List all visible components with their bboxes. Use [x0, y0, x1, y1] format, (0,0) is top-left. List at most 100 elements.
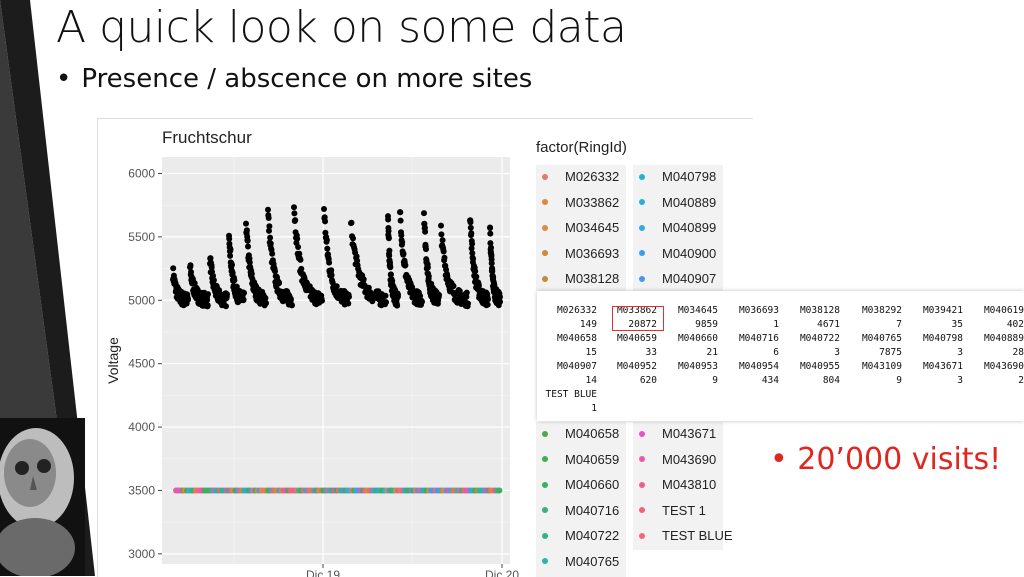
voltage-point — [348, 219, 355, 226]
console-ring-id: M040619 — [983, 305, 1024, 316]
voltage-point — [422, 228, 429, 235]
voltage-point — [294, 235, 301, 242]
console-count: 434 — [761, 375, 779, 386]
legend-item: M040660 — [542, 477, 619, 492]
voltage-point — [346, 293, 352, 300]
console-count: 804 — [822, 375, 840, 386]
voltage-point — [266, 223, 273, 230]
console-count: 9 — [712, 375, 718, 386]
legend-item: M040899 — [639, 220, 716, 235]
console-ring-id: M033862 — [616, 305, 657, 316]
voltage-point — [207, 255, 214, 262]
legend-title: factor(RingId) — [536, 139, 627, 156]
voltage-point — [243, 220, 249, 227]
legend-label: TEST BLUE — [662, 528, 733, 543]
voltage-point — [191, 280, 198, 287]
console-count: 21 — [706, 347, 718, 358]
legend-swatch — [542, 224, 548, 231]
series-voltage — [170, 204, 503, 310]
ringid-point — [496, 487, 503, 494]
console-ring-id: M040659 — [616, 333, 657, 344]
legend-item: M043690 — [639, 452, 716, 467]
voltage-point — [292, 217, 299, 224]
voltage-point — [439, 237, 446, 244]
voltage-point — [269, 250, 276, 257]
legend-swatch — [542, 430, 548, 437]
console-count: 7 — [896, 319, 902, 330]
console-count: 6 — [773, 347, 779, 358]
voltage-point — [485, 296, 491, 303]
ringid-point — [175, 487, 181, 494]
voltage-point — [227, 252, 234, 259]
legend-label: M040899 — [662, 220, 717, 235]
voltage-point — [291, 204, 297, 211]
y-tick-label: 6000 — [128, 166, 155, 180]
legend-swatch — [639, 507, 645, 513]
legend-item: M036693 — [542, 246, 619, 261]
console-ring-id: TEST BLUE — [545, 389, 597, 400]
voltage-point — [385, 216, 392, 223]
console-count: 402 — [1006, 319, 1024, 330]
console-count-row: 149 20872 9859 1 4671 7 35 402 — [537, 319, 1024, 332]
legend-label: M026332 — [565, 169, 620, 184]
voltage-point — [487, 240, 494, 247]
voltage-point — [473, 273, 480, 280]
legend-label: M033862 — [565, 194, 620, 210]
voltage-point — [231, 277, 238, 284]
bullet-dot: • — [56, 64, 72, 94]
legend-item: M033862 — [542, 195, 619, 210]
y-tick-label: 3500 — [128, 483, 155, 497]
voltage-point — [248, 270, 255, 277]
voltage-point — [469, 250, 476, 257]
bullet-text: Presence / abscence on more sites — [81, 64, 533, 94]
voltage-point — [386, 252, 393, 259]
voltage-point — [488, 244, 494, 251]
console-ring-id: M043109 — [861, 361, 902, 372]
legend-item: M040659 — [542, 452, 619, 467]
voltage-point — [265, 215, 272, 221]
console-count: 28 — [1012, 347, 1024, 358]
legend-swatch — [542, 532, 548, 539]
voltage-point — [185, 296, 191, 303]
legend-item: M040658 — [542, 426, 619, 441]
console-ring-id: M043690 — [983, 361, 1024, 372]
voltage-point — [243, 227, 250, 234]
voltage-point — [419, 298, 425, 305]
legend-label: M040889 — [662, 194, 717, 210]
voltage-point — [475, 282, 482, 289]
console-count: 149 — [579, 319, 597, 330]
voltage-point — [205, 291, 211, 298]
voltage-point — [262, 295, 269, 302]
console-count: 7875 — [879, 347, 902, 358]
voltage-point — [399, 239, 406, 246]
legend-swatch — [639, 532, 645, 539]
voltage-point — [469, 240, 476, 247]
visits-callout: • 20’000 visits! — [770, 442, 1002, 477]
voltage-point — [321, 206, 327, 212]
voltage-point — [383, 299, 389, 306]
legend-item: M040907 — [639, 271, 716, 286]
slide-title: A quick look on some data — [56, 2, 627, 53]
x-tick-label: Dic 19 — [306, 568, 340, 577]
voltage-point — [245, 243, 251, 250]
voltage-point — [382, 292, 389, 299]
legend-item: M040716 — [542, 503, 619, 518]
legend-swatch — [542, 173, 548, 180]
plot-panel — [162, 157, 510, 564]
legend-label: M040660 — [565, 477, 620, 492]
legend-bg — [633, 165, 723, 291]
legend-swatch — [542, 275, 548, 282]
voltage-point — [326, 259, 333, 266]
voltage-point — [463, 289, 470, 296]
voltage-point — [328, 267, 335, 274]
legend-label: M043810 — [662, 477, 717, 492]
console-ring-id: M040798 — [922, 333, 963, 344]
voltage-point — [497, 298, 503, 305]
console-ring-id: M040907 — [556, 361, 597, 372]
voltage-point — [438, 231, 445, 238]
console-ring-id: M040952 — [616, 361, 657, 372]
y-tick-label: 4000 — [128, 420, 155, 434]
chart-title: Fruchtschur — [162, 128, 252, 147]
voltage-point — [467, 224, 474, 231]
console-ring-id: M040660 — [677, 333, 718, 344]
